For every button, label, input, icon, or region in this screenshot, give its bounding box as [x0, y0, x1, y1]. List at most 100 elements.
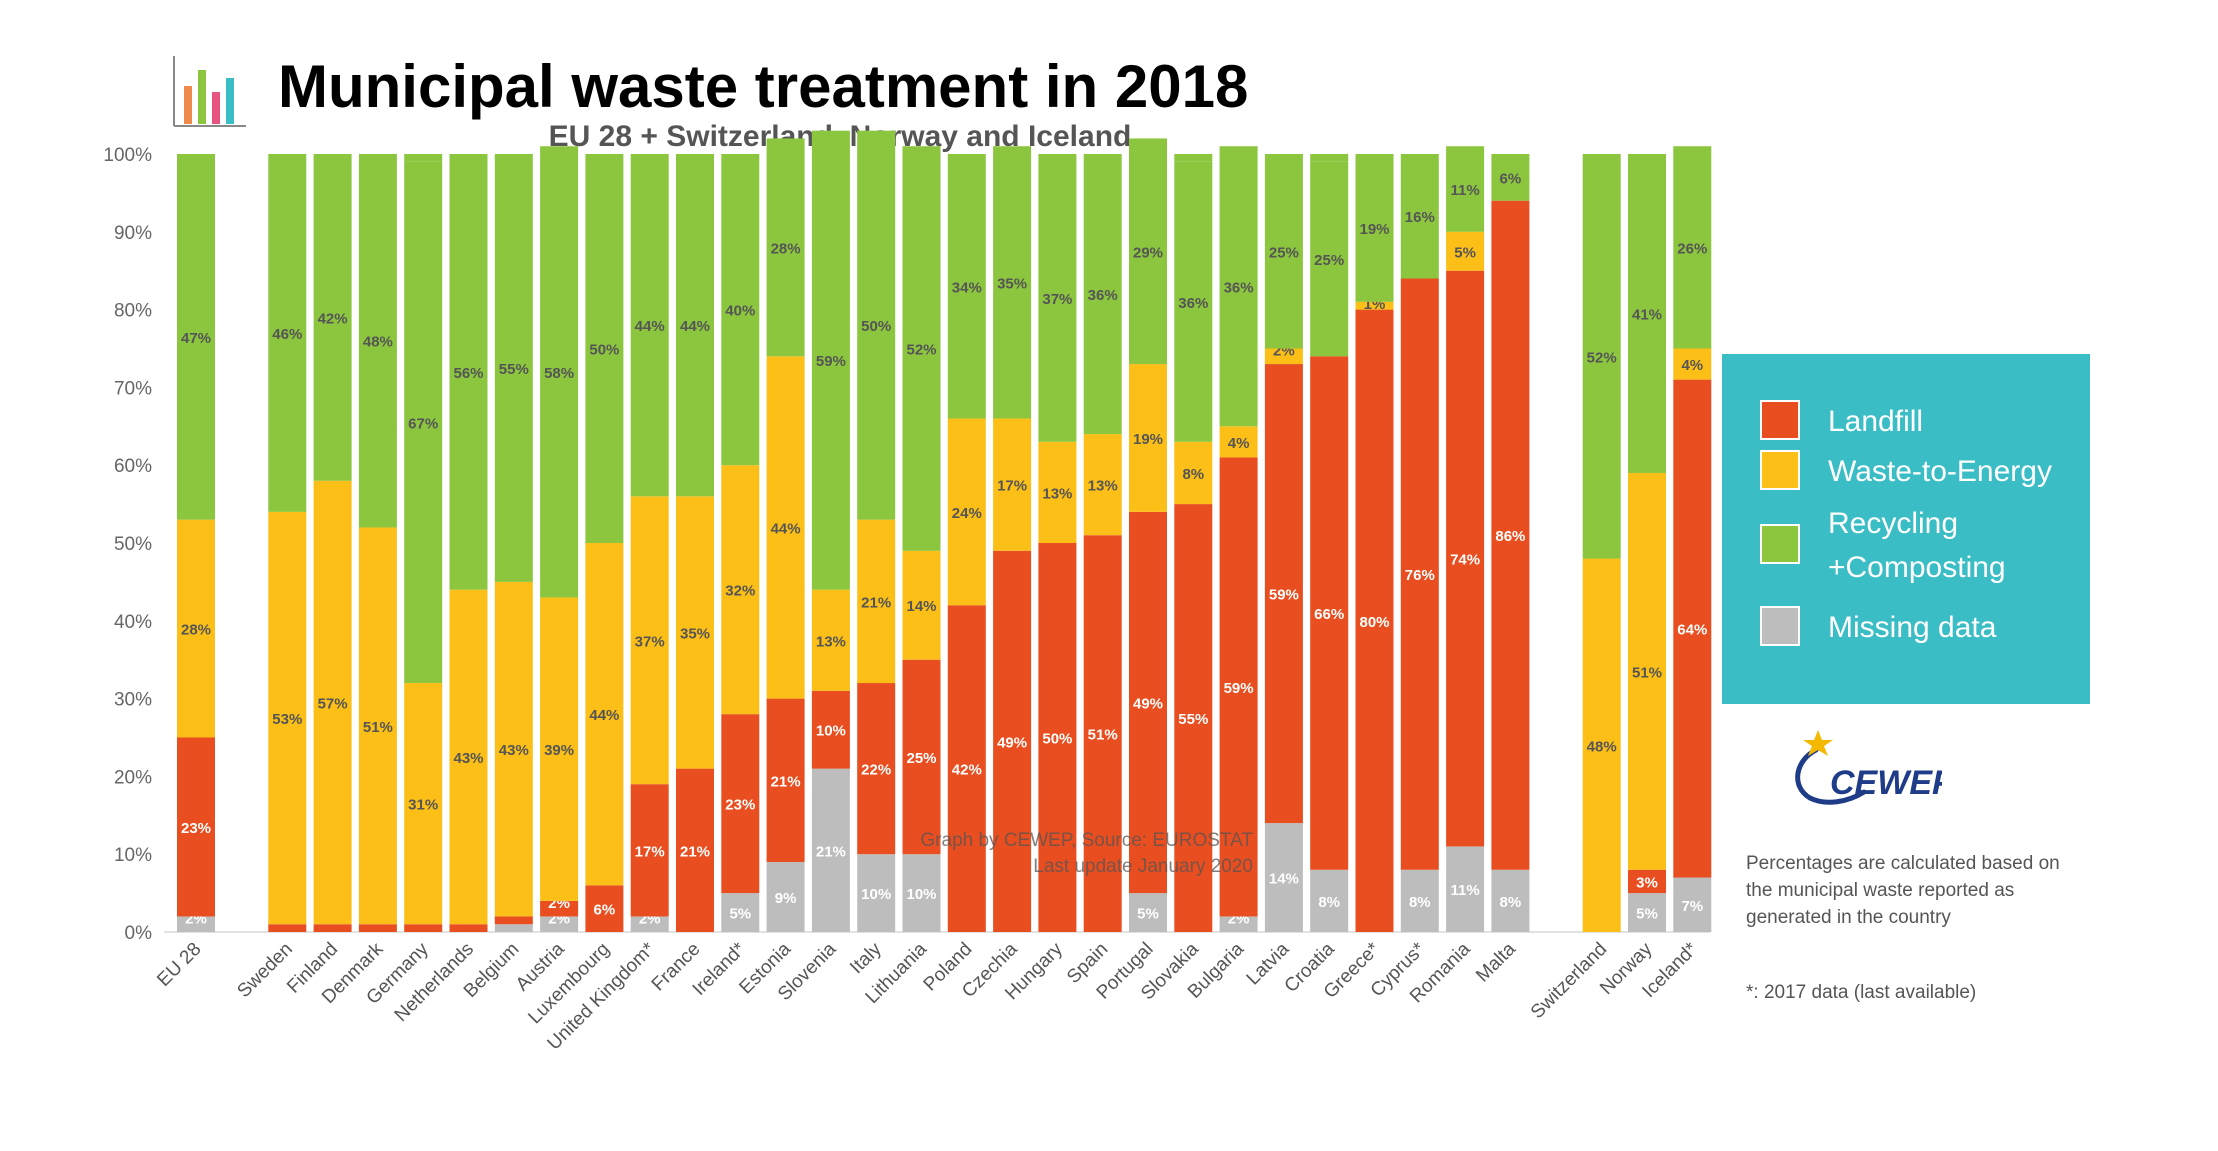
data-label: 57% [318, 695, 348, 712]
bar-segment [857, 519, 896, 684]
bar-segment [766, 698, 805, 862]
data-label: 10% [816, 723, 846, 740]
data-label: 21% [861, 594, 891, 611]
data-label: 35% [997, 275, 1027, 292]
bar-segment [404, 154, 443, 162]
data-label: 36% [1224, 279, 1254, 296]
legend-label-recycling: Recycling +Composting [1828, 502, 2006, 590]
bar-segment [1083, 434, 1122, 536]
bar-segment [177, 737, 215, 917]
bar-segment [947, 418, 986, 606]
bar-segment [1355, 301, 1394, 310]
y-tick-label: 50% [114, 534, 152, 555]
data-label: 44% [680, 318, 710, 335]
x-tick-label: Malta [1472, 938, 1520, 986]
bar-segment [313, 480, 352, 925]
data-label: 42% [952, 762, 982, 779]
data-label: 17% [635, 843, 665, 860]
bar-segment [1446, 231, 1485, 271]
bar-segment [1446, 146, 1485, 232]
bar-segment [993, 146, 1032, 419]
bar-segment [676, 154, 714, 497]
legend-swatch-missing-data [1760, 606, 1800, 646]
legend-label-recycling-line2: +Composting [1828, 551, 2006, 584]
data-label: 28% [181, 622, 211, 639]
bar-segment [494, 154, 533, 582]
data-label: 19% [1133, 431, 1163, 448]
bar-segment [1400, 869, 1439, 932]
data-label: 21% [680, 843, 710, 860]
bar-segment [857, 683, 896, 855]
legend-item-recycling: Recycling +Composting [1760, 502, 2006, 590]
bar-segment [404, 924, 443, 932]
bar-segment [1310, 161, 1349, 357]
bar-segment [676, 496, 714, 769]
bar-segment [811, 768, 850, 932]
bar-segment [585, 543, 624, 886]
bar-segment [1219, 916, 1258, 932]
data-label: 58% [544, 365, 574, 382]
data-label: 74% [1450, 552, 1480, 569]
legend-label-missing-data: Missing data [1828, 611, 1997, 644]
bar-segment [766, 138, 805, 357]
y-tick-label: 10% [114, 845, 152, 866]
bar-segment [1174, 154, 1213, 162]
bar-segment [1628, 893, 1666, 932]
data-label: 26% [1677, 240, 1707, 257]
bar-segment [1264, 823, 1303, 932]
data-label: 8% [1409, 894, 1431, 911]
bar-segment [630, 784, 669, 917]
bar-segment [1628, 869, 1666, 894]
bar-segment [1355, 309, 1394, 933]
bar-segment [721, 714, 760, 894]
y-tick-label: 70% [114, 378, 152, 399]
bar-segment [358, 924, 397, 932]
data-label: 44% [771, 520, 801, 537]
data-label: 22% [861, 762, 891, 779]
data-label: 56% [453, 365, 483, 382]
data-label: 59% [816, 353, 846, 370]
bar-segment [1083, 535, 1122, 932]
bar-segment [1400, 154, 1439, 279]
bar-segment [902, 146, 941, 551]
bar-segment [449, 154, 488, 590]
data-label: 35% [680, 625, 710, 642]
source-annotation: Last update January 2020 [1033, 856, 1253, 877]
data-label: 25% [1314, 252, 1344, 269]
data-label: 13% [1088, 478, 1118, 495]
bar-segment [1219, 457, 1258, 917]
bar-segment [811, 690, 850, 769]
bar-segment [993, 550, 1032, 932]
bar-segment [1673, 877, 1712, 932]
chart-title: Municipal waste treatment in 2018 [278, 53, 1249, 120]
data-label: 34% [952, 279, 982, 296]
data-label: 17% [997, 478, 1027, 495]
data-label: 51% [1088, 727, 1118, 744]
data-label: 28% [771, 240, 801, 257]
data-label: 76% [1405, 567, 1435, 584]
bar-segment [766, 356, 805, 699]
bar-segment [721, 893, 760, 932]
data-label: 40% [725, 303, 755, 320]
bar-segment [630, 916, 669, 932]
bar-segment [676, 768, 714, 932]
bar-segment [494, 581, 533, 917]
data-label: 66% [1314, 606, 1344, 623]
data-label: 25% [1269, 244, 1299, 261]
data-label: 42% [318, 310, 348, 327]
bar-segment [1038, 543, 1077, 932]
bar-segment [313, 154, 352, 481]
bar-segment [1310, 154, 1349, 162]
bar-segment [540, 916, 579, 932]
cewep-logo-text: CEWEP [1830, 764, 1942, 802]
data-label: 64% [1677, 622, 1707, 639]
bar-segment [1355, 154, 1394, 302]
bar-segment [1174, 504, 1213, 932]
legend-label-waste-to-energy: Waste-to-Energy [1828, 455, 2052, 488]
y-tick-label: 40% [114, 612, 152, 633]
legend-item-landfill: Landfill [1760, 400, 1923, 444]
bar-segment [268, 154, 307, 512]
data-label: 47% [181, 330, 211, 347]
data-label: 51% [363, 719, 393, 736]
data-label: 13% [1042, 485, 1072, 502]
